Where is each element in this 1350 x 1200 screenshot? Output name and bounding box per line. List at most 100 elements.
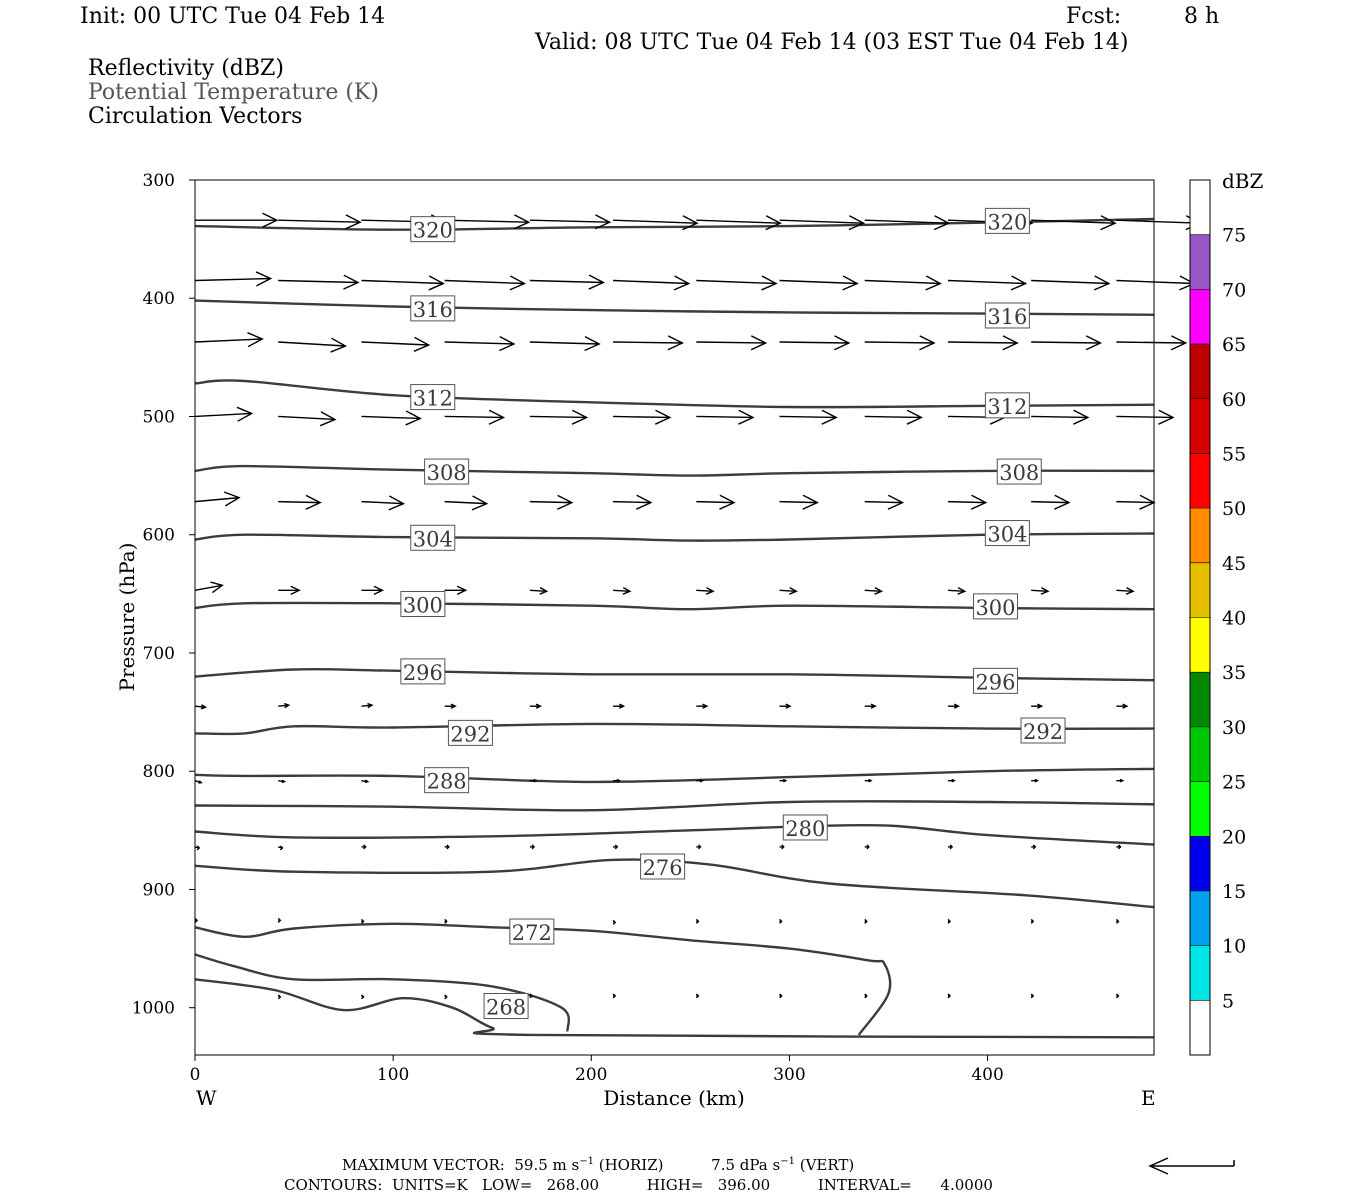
colorbar-swatch: [1190, 1000, 1210, 1055]
circulation-vector-head: [947, 918, 952, 924]
circulation-vector-head: [949, 844, 954, 850]
circulation-vector-head: [284, 702, 291, 709]
isentrope-label: 316: [413, 298, 453, 322]
max-vector-exp-vert: −1: [780, 1156, 795, 1167]
circulation-vector-head: [887, 494, 905, 510]
circulation-vector-head: [864, 918, 868, 924]
circulation-vector-head: [1032, 844, 1037, 850]
circulation-vector-head: [539, 587, 549, 595]
circulation-vector: [696, 219, 781, 224]
y-tick-label: 300: [143, 171, 175, 191]
circulation-vector: [1031, 415, 1088, 419]
circulation-vector: [529, 500, 572, 504]
circulation-vector-head: [866, 844, 870, 850]
isentrope-line: [194, 464, 1155, 477]
circulation-vector: [278, 704, 289, 707]
circulation-vector-head: [673, 275, 691, 291]
circulation-vector-head: [588, 274, 605, 290]
circulation-vector-head: [277, 994, 282, 1000]
circulation-vector-head: [446, 844, 450, 850]
circulation-vector-head: [848, 215, 866, 231]
isentrope-label-box: [972, 667, 1018, 694]
circulation-vector-head: [456, 585, 468, 596]
circulation-vector-head: [279, 845, 284, 851]
circulation-vector: [529, 219, 610, 223]
x-tick-label: 0: [190, 1065, 201, 1085]
circulation-vector: [1031, 500, 1069, 504]
circulation-vector: [444, 500, 487, 505]
isentrope-label-layer: 320 320 316 316 312 312 308 308 304 304 300 300 296 2…: [400, 207, 1066, 1020]
isentrope-label-box: [410, 295, 456, 322]
circulation-vector-head: [290, 585, 301, 596]
isentrope-label-box: [410, 384, 456, 411]
circulation-vector-head: [765, 215, 782, 231]
x-tick-label: 200: [575, 1065, 607, 1085]
circulation-vector: [1116, 219, 1201, 224]
isentrope-layer: [194, 217, 1155, 1039]
circulation-vector-head: [781, 844, 785, 850]
isentrope-label-box: [984, 392, 1030, 419]
circulation-vector: [529, 589, 547, 593]
circulation-vector: [1116, 589, 1134, 593]
colorbar-level-label: 70: [1222, 279, 1246, 301]
isentrope-label: 304: [413, 527, 453, 551]
circulation-vector-head: [874, 587, 884, 595]
circulation-vector-head: [343, 274, 360, 290]
isentrope-label: 268: [486, 996, 526, 1020]
circulation-vector-head: [499, 335, 516, 352]
circulation-vector-head: [789, 587, 798, 595]
colorbar-level-label: 15: [1222, 881, 1246, 903]
y-tick-label: 800: [143, 762, 175, 782]
isentrope-line: [194, 953, 571, 1032]
isentrope-line: [194, 800, 1155, 812]
circulation-vector: [947, 279, 1026, 285]
circulation-vector: [361, 704, 373, 707]
y-tick-label: 400: [143, 289, 175, 309]
circulation-vector: [444, 415, 504, 419]
circulation-vector-head: [834, 335, 851, 351]
colorbar-level-label: 75: [1222, 225, 1246, 247]
circulation-vector-head: [571, 409, 589, 425]
isentrope-line: [194, 532, 1155, 542]
circulation-vector-head: [210, 581, 224, 594]
circulation-vector: [613, 341, 683, 344]
circulation-vector: [613, 219, 698, 224]
dbz-colorbar: 5 10 15 20 25 30 35 40 45 50 55 60 65 70 75: [1189, 179, 1246, 1056]
colorbar-swatch: [1190, 672, 1210, 727]
circulation-vector: [529, 341, 600, 345]
circulation-vector-head: [750, 335, 768, 351]
colorbar-swatch: [1190, 344, 1210, 399]
isentrope-label-box: [984, 302, 1030, 329]
circulation-vector-head: [1037, 703, 1044, 709]
x-tick-label: 100: [377, 1065, 409, 1085]
y-tick-label: 600: [143, 526, 175, 546]
circulation-vector: [194, 705, 206, 708]
isentrope-label: 320: [413, 219, 453, 243]
circulation-vector-head: [330, 337, 348, 353]
circulation-vector-head: [761, 275, 778, 291]
isentrope-label-box: [424, 767, 470, 794]
isentrope-label: 296: [975, 670, 1015, 694]
init-time: Init: 00 UTC Tue 04 Feb 14: [80, 4, 386, 29]
circulation-vector-head: [247, 332, 264, 348]
circulation-vector-head: [906, 409, 924, 425]
isentrope-label: 308: [999, 461, 1039, 485]
circulation-vector: [361, 415, 421, 420]
circulation-vector-head: [1034, 778, 1040, 783]
circulation-vector-head: [695, 918, 700, 924]
circulation-vector-head: [367, 702, 374, 709]
circulation-vector-head: [361, 994, 365, 1000]
circulation-vector: [613, 589, 630, 593]
circulation-vector: [947, 341, 1018, 344]
circulation-vector-head: [305, 494, 322, 510]
circulation-vector: [947, 500, 986, 504]
circulation-vector-head: [864, 993, 868, 999]
x-axis: 0 100 200 300 400: [190, 1055, 1004, 1085]
circulation-vector: [1031, 341, 1101, 344]
circulation-vector-head: [488, 409, 506, 425]
circulation-vector-head: [654, 409, 672, 425]
isentrope-label: 296: [403, 661, 443, 685]
circulation-vector: [696, 589, 714, 593]
circulation-vector: [361, 500, 404, 505]
circulation-vector: [1031, 589, 1048, 593]
